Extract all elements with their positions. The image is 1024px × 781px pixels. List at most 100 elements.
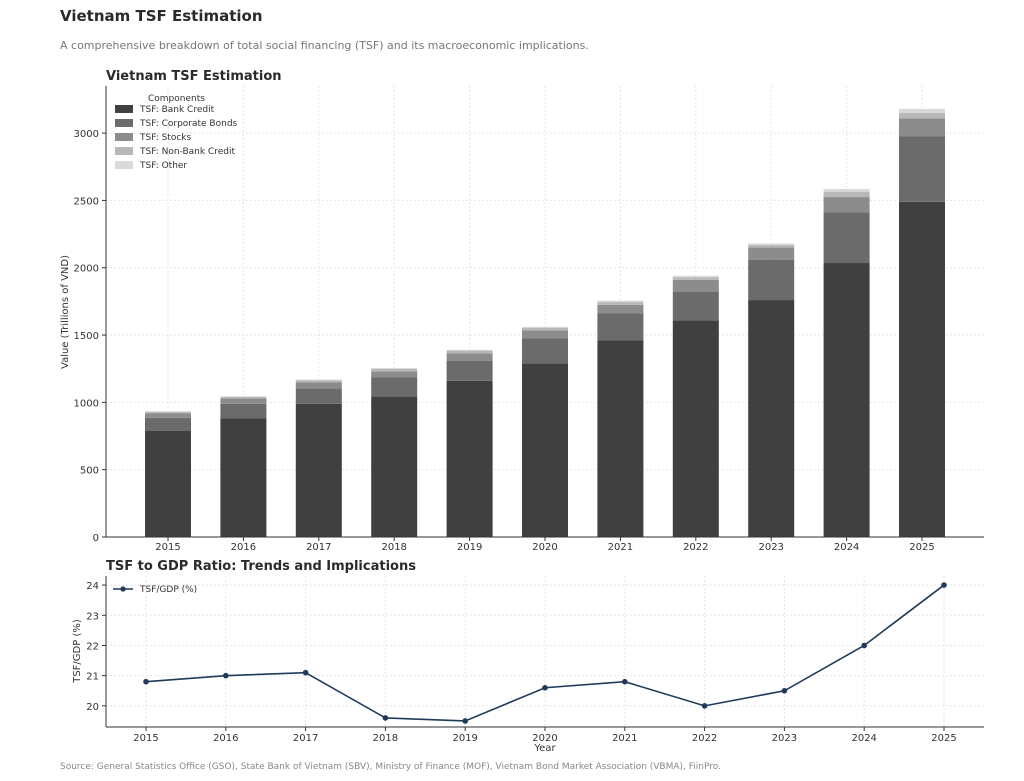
tsf-gdp-point: [223, 672, 229, 679]
bar-segment-tsf-other: [371, 368, 418, 369]
bar-segment-tsf-corporate-bonds: [446, 360, 493, 381]
bar-segment-tsf-other: [672, 275, 719, 278]
bar-segment-tsf-non-bank-credit: [748, 244, 795, 248]
bar-segment-tsf-bank-credit: [823, 263, 870, 537]
bar-xtick-label: 2023: [758, 542, 783, 553]
line-chart-title: TSF to GDP Ratio: Trends and Implication…: [106, 559, 416, 574]
line-ytick-label: 20: [86, 702, 99, 713]
bar-segment-tsf-non-bank-credit: [522, 327, 568, 331]
bar-legend-swatch: [115, 119, 133, 127]
bar-chart-legend: Components TSF: Bank Credit TSF: Corporat…: [115, 94, 238, 171]
bar-segment-tsf-bank-credit: [672, 320, 719, 537]
bar-segment-tsf-corporate-bonds: [899, 136, 945, 202]
line-xtick-label: 2022: [692, 733, 717, 744]
line-ytick-label: 21: [86, 672, 99, 683]
line-legend-label: TSF/GDP (%): [139, 585, 197, 595]
bar-ytick-label: 0: [93, 533, 99, 544]
bar-xtick-label: 2021: [608, 542, 633, 553]
bar-legend-label: TSF: Bank Credit: [139, 105, 215, 115]
source-note: Source: General Statistics Office (GSO),…: [60, 762, 721, 772]
line-ytick-label: 22: [86, 641, 99, 652]
bar-ytick-label: 500: [80, 466, 99, 477]
bar-legend-title: Components: [148, 94, 205, 104]
line-xtick-label: 2017: [293, 733, 318, 744]
bar-segment-tsf-stocks: [672, 279, 719, 292]
bar-ytick-label: 2000: [74, 264, 99, 275]
bar-segment-tsf-corporate-bonds: [597, 313, 644, 341]
bar-segment-tsf-corporate-bonds: [371, 377, 418, 397]
bar-legend-label: TSF: Stocks: [139, 133, 191, 143]
tsf-gdp-point: [861, 642, 867, 649]
bar-segment-tsf-bank-credit: [371, 396, 418, 537]
bar-segment-tsf-non-bank-credit: [446, 350, 493, 354]
tsf-gdp-point: [542, 684, 548, 691]
line-xtick-label: 2019: [452, 733, 477, 744]
line-ytick-label: 23: [86, 611, 99, 622]
bar-segment-tsf-non-bank-credit: [295, 380, 342, 383]
line-chart-ylabel: TSF/GDP (%): [72, 619, 83, 684]
tsf-gdp-point: [302, 669, 309, 676]
bar-segment-tsf-stocks: [823, 197, 870, 213]
bar-legend-swatch: [115, 133, 133, 141]
bar-segment-tsf-bank-credit: [295, 403, 342, 537]
bar-segment-tsf-other: [446, 349, 493, 351]
bar-segment-tsf-bank-credit: [748, 300, 795, 537]
line-chart-plot: [143, 582, 947, 724]
line-xtick-label: 2015: [133, 733, 158, 744]
bar-chart-plot: [145, 108, 945, 537]
bar-segment-tsf-non-bank-credit: [145, 411, 191, 414]
bar-segment-tsf-non-bank-credit: [371, 368, 418, 372]
bar-segment-tsf-non-bank-credit: [823, 191, 870, 198]
bar-xtick-label: 2017: [306, 542, 331, 553]
bar-ytick-label: 3000: [74, 129, 99, 140]
tsf-gdp-point: [382, 715, 389, 721]
bar-segment-tsf-stocks: [220, 398, 267, 404]
bar-segment-tsf-stocks: [899, 118, 945, 137]
page-title: Vietnam TSF Estimation: [60, 7, 263, 25]
bar-segment-tsf-other: [823, 188, 870, 192]
bar-ytick-label: 1500: [74, 331, 99, 342]
bar-legend-swatch: [115, 105, 133, 113]
bar-segment-tsf-other: [899, 108, 945, 113]
bar-segment-tsf-corporate-bonds: [522, 338, 568, 364]
bar-segment-tsf-bank-credit: [145, 430, 191, 537]
bar-segment-tsf-bank-credit: [220, 418, 267, 537]
line-chart-legend: TSF/GDP (%): [113, 585, 197, 595]
bar-segment-tsf-bank-credit: [899, 201, 945, 537]
bar-ytick-label: 2500: [74, 196, 99, 207]
bar-segment-tsf-bank-credit: [522, 363, 568, 537]
bar-chart-axes: 0 500 1000 1500 2000 2500 3000 2015 2016 2017 2018…: [74, 86, 984, 553]
bar-segment-tsf-other: [220, 396, 267, 397]
bar-legend-label: TSF: Non-Bank Credit: [139, 147, 235, 157]
line-ytick-label: 24: [86, 581, 99, 592]
bar-xtick-label: 2018: [381, 542, 406, 553]
bar-xtick-label: 2016: [231, 542, 256, 553]
bar-segment-tsf-stocks: [295, 382, 342, 389]
bar-segment-tsf-corporate-bonds: [295, 388, 342, 404]
bar-xtick-label: 2024: [834, 542, 859, 553]
tsf-gdp-point: [701, 703, 708, 709]
line-xtick-label: 2024: [851, 733, 876, 744]
bar-segment-tsf-corporate-bonds: [145, 417, 191, 431]
bar-segment-tsf-bank-credit: [597, 340, 644, 537]
bar-legend-label: TSF: Other: [139, 161, 187, 171]
bar-segment-tsf-stocks: [371, 371, 418, 378]
bar-xtick-label: 2025: [909, 542, 934, 553]
tsf-gdp-point: [941, 582, 947, 588]
bar-segment-tsf-non-bank-credit: [220, 396, 267, 399]
bar-segment-tsf-corporate-bonds: [220, 403, 267, 419]
line-legend-marker: [120, 586, 126, 592]
bar-ytick-label: 1000: [74, 398, 99, 409]
bar-segment-tsf-other: [522, 326, 568, 328]
tsf-gdp-point: [622, 678, 628, 685]
bar-segment-tsf-non-bank-credit: [899, 112, 945, 119]
line-xtick-label: 2020: [532, 733, 557, 744]
line-xtick-label: 2021: [612, 733, 637, 744]
bar-segment-tsf-corporate-bonds: [823, 212, 870, 264]
bar-segment-tsf-stocks: [522, 330, 568, 339]
bar-segment-tsf-stocks: [145, 413, 191, 418]
bar-segment-tsf-non-bank-credit: [672, 277, 719, 280]
tsf-gdp-point: [781, 687, 788, 694]
tsf-gdp-point: [143, 678, 149, 685]
